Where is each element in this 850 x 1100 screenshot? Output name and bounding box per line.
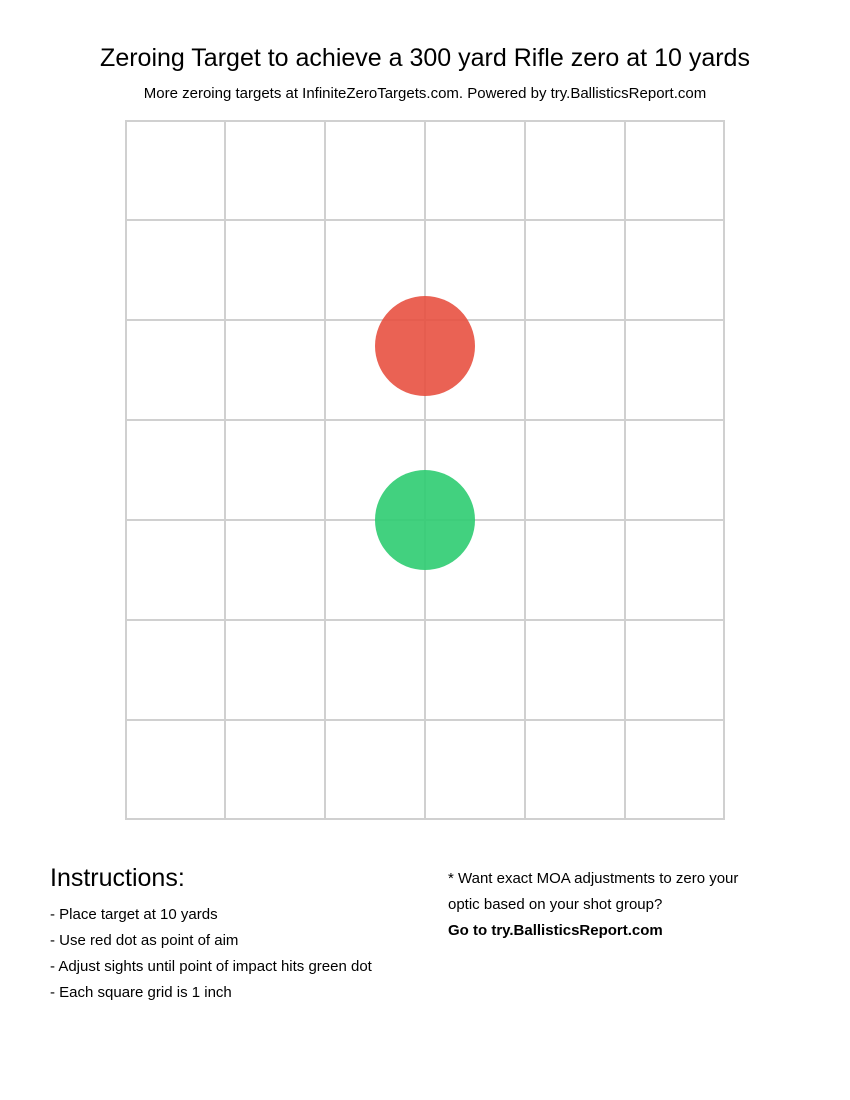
instruction-item: - Adjust sights until point of impact hi… [50,958,372,975]
page-subtitle: More zeroing targets at InfiniteZeroTarg… [143,85,707,102]
cta-block: * Want exact MOA adjustments to zero you… [448,866,788,944]
green-impact-dot [375,470,475,570]
cta-line-1: * Want exact MOA adjustments to zero you… [448,870,739,887]
page-title: Zeroing Target to achieve a 300 yard Rif… [100,44,750,72]
cta-line-2: optic based on your shot group? [448,896,663,913]
instruction-item: - Use red dot as point of aim [50,932,239,949]
instructions-heading: Instructions: [50,864,185,892]
instruction-item: - Each square grid is 1 inch [50,984,232,1001]
target-grid [125,120,725,820]
instructions-list: - Place target at 10 yards - Use red dot… [50,902,372,1006]
red-aim-dot [375,296,475,396]
cta-link[interactable]: Go to try.BallisticsReport.com [448,922,663,939]
instruction-item: - Place target at 10 yards [50,906,218,923]
target-grid-svg [125,120,725,820]
